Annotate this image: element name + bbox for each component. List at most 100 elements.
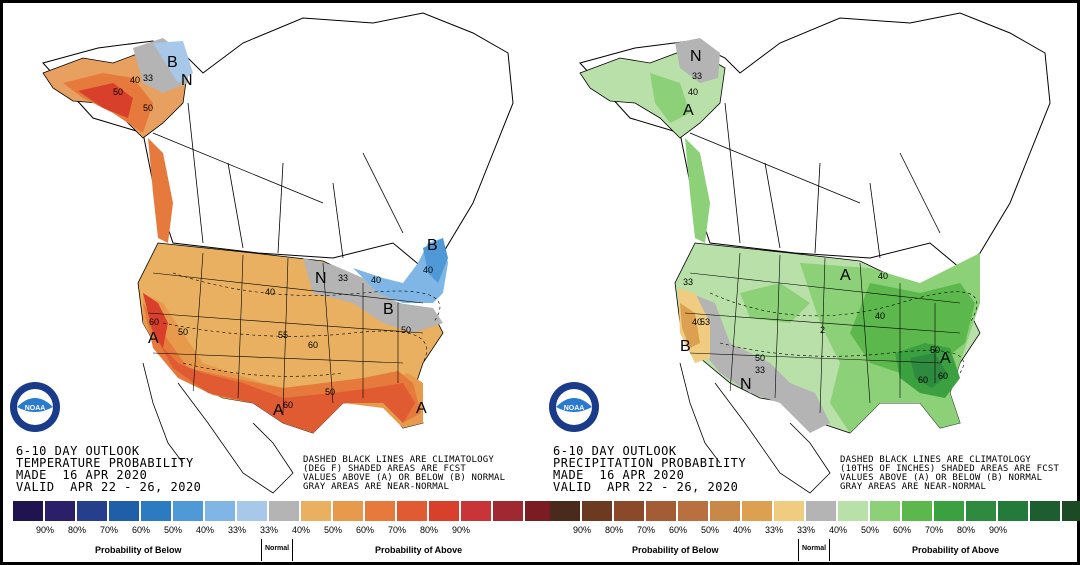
svg-text:B: B (680, 338, 691, 355)
svg-text:53: 53 (700, 317, 710, 327)
svg-text:50: 50 (401, 325, 411, 335)
legend-tick-label: 40% (195, 525, 214, 535)
svg-text:40: 40 (371, 275, 381, 285)
northeast-near-normal-region (303, 258, 443, 333)
svg-text:50: 50 (178, 327, 188, 337)
legend-tick-label: 70% (924, 525, 943, 535)
legend-swatch (493, 501, 523, 521)
legend-swatch (269, 501, 299, 521)
precipitation-outlook-panel: N A B N A A 33 40 33 40 53 50 33 2 40 50 60 60 4… (540, 3, 1080, 562)
legend-tick-label: 70% (99, 525, 118, 535)
map-label: A (148, 330, 159, 347)
legend-swatch (902, 501, 932, 521)
probability-legend (13, 501, 557, 521)
legend-tick-label: 60% (131, 525, 150, 535)
legend-tick-label: 90% (35, 525, 54, 535)
legend-tick-label: 90% (451, 525, 470, 535)
outlook-title: 6-10 DAY OUTLOOK TEMPERATURE PROBABILITY M… (16, 444, 202, 494)
legend-tick-label: 60% (892, 525, 911, 535)
svg-text:40: 40 (688, 87, 698, 97)
legend-tick-label: 40% (291, 525, 310, 535)
svg-text:50: 50 (755, 353, 765, 363)
legend-swatch (301, 501, 331, 521)
legend-swatch (710, 501, 740, 521)
legend-tick-label: 33% (764, 525, 783, 535)
svg-text:33: 33 (755, 365, 765, 375)
svg-text:N: N (690, 48, 702, 65)
svg-text:60: 60 (938, 371, 948, 381)
legend-swatch (13, 501, 43, 521)
legend-tick-label: 33% (259, 525, 278, 535)
legend-swatch (742, 501, 772, 521)
legend-swatch (1062, 501, 1080, 521)
svg-text:40: 40 (878, 271, 888, 281)
svg-text:40: 40 (265, 287, 275, 297)
legend-tick-label: 70% (636, 525, 655, 535)
temperature-outlook-panel: B N A A A N B B 40 33 50 50 40 60 50 55 60 50 60… (3, 3, 555, 562)
legend-swatch (173, 501, 203, 521)
legend-tick-label: 33% (227, 525, 246, 535)
svg-text:40: 40 (692, 317, 702, 327)
map-label: B (427, 237, 438, 254)
svg-text:60: 60 (149, 317, 159, 327)
svg-text:60: 60 (283, 400, 293, 410)
legend-swatch (237, 501, 267, 521)
legend-swatch (806, 501, 836, 521)
noaa-logo: NOAA (10, 382, 60, 432)
map-label: A (416, 400, 427, 417)
svg-text:NOAA: NOAA (564, 405, 585, 412)
legend-tick-label: 80% (956, 525, 975, 535)
legend-swatch (525, 501, 555, 521)
caption-above: Probability of Above (375, 545, 463, 555)
legend-tick-label: 50% (163, 525, 182, 535)
legend-tick-label: 60% (668, 525, 687, 535)
legend-ticks: 90% 80% 70% 60% 50% 40% 33% 33% 40% 50% 60% 70% 80% 9… (29, 525, 477, 537)
legend-swatch (141, 501, 171, 521)
legend-tick-label: 90% (572, 525, 591, 535)
legend-tick-label: 50% (323, 525, 342, 535)
legend-tick-label: 90% (988, 525, 1007, 535)
legend-swatch (1030, 501, 1060, 521)
svg-text:N: N (740, 376, 752, 393)
climatology-note: DASHED BLACK LINES ARE CLIMATOLOGY (10THS… (840, 455, 1060, 492)
legend-tick-label: 33% (796, 525, 815, 535)
svg-text:A: A (940, 350, 951, 367)
legend-swatch (870, 501, 900, 521)
map-label: B (167, 54, 178, 71)
caption-below: Probability of Below (95, 545, 182, 555)
alaska-near-normal-region (675, 38, 720, 83)
caption-above: Probability of Above (912, 545, 1000, 555)
svg-text:50: 50 (143, 103, 153, 113)
svg-text:55: 55 (278, 330, 288, 340)
map-label: A (273, 402, 284, 419)
svg-text:60: 60 (308, 340, 318, 350)
alaska-below-region (153, 41, 193, 83)
legend-swatch (205, 501, 235, 521)
svg-text:50: 50 (930, 345, 940, 355)
legend-swatch (365, 501, 395, 521)
legend-tick-label: 60% (355, 525, 374, 535)
svg-text:A: A (840, 267, 851, 284)
svg-text:NOAA: NOAA (25, 405, 46, 412)
legend-swatch (838, 501, 868, 521)
noaa-logo: NOAA (549, 382, 599, 432)
svg-text:33: 33 (692, 71, 702, 81)
legend-tick-label: 70% (387, 525, 406, 535)
svg-text:A: A (683, 102, 694, 119)
legend-swatch (429, 501, 459, 521)
legend-ticks: 90% 80% 70% 60% 50% 40% 33% 33% 40% 50% 60% 70% 80% 9… (566, 525, 1014, 537)
legend-tick-label: 40% (828, 525, 847, 535)
svg-text:50: 50 (113, 87, 123, 97)
legend-swatch (397, 501, 427, 521)
legend-swatch (333, 501, 363, 521)
caption-below: Probability of Below (632, 545, 719, 555)
legend-swatch (614, 501, 644, 521)
caption-normal: Normal (261, 539, 294, 561)
legend-swatch (109, 501, 139, 521)
legend-swatch (550, 501, 580, 521)
svg-text:33: 33 (338, 273, 348, 283)
map-label: N (315, 270, 327, 287)
